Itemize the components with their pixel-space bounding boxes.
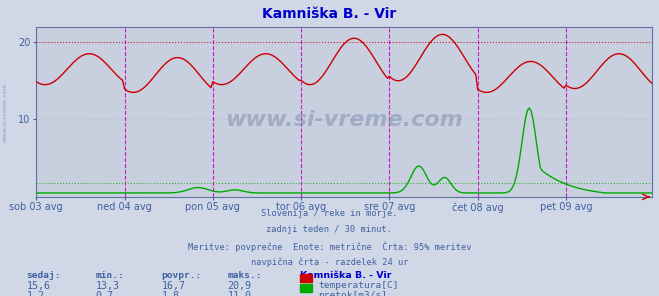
Text: min.:: min.: (96, 271, 125, 280)
Text: navpična črta - razdelek 24 ur: navpična črta - razdelek 24 ur (251, 258, 408, 267)
Text: www.si-vreme.com: www.si-vreme.com (3, 83, 8, 142)
Text: temperatura[C]: temperatura[C] (318, 281, 399, 289)
Text: www.si-vreme.com: www.si-vreme.com (225, 110, 463, 130)
Text: 0,7: 0,7 (96, 291, 113, 296)
Text: 1,8: 1,8 (161, 291, 179, 296)
Text: 11,0: 11,0 (227, 291, 251, 296)
Text: 15,6: 15,6 (26, 281, 50, 291)
Text: Kamniška B. - Vir: Kamniška B. - Vir (262, 7, 397, 21)
Text: Kamniška B. - Vir: Kamniška B. - Vir (300, 271, 391, 280)
Text: maks.:: maks.: (227, 271, 262, 280)
Text: pretok[m3/s]: pretok[m3/s] (318, 291, 387, 296)
Text: 1,2: 1,2 (26, 291, 44, 296)
Text: povpr.:: povpr.: (161, 271, 202, 280)
Text: 13,3: 13,3 (96, 281, 119, 291)
Text: zadnji teden / 30 minut.: zadnji teden / 30 minut. (266, 225, 393, 234)
Text: 16,7: 16,7 (161, 281, 185, 291)
Text: Slovenija / reke in morje.: Slovenija / reke in morje. (261, 209, 398, 218)
Text: 20,9: 20,9 (227, 281, 251, 291)
Text: sedaj:: sedaj: (26, 271, 61, 280)
Text: Meritve: povprečne  Enote: metrične  Črta: 95% meritev: Meritve: povprečne Enote: metrične Črta:… (188, 241, 471, 252)
